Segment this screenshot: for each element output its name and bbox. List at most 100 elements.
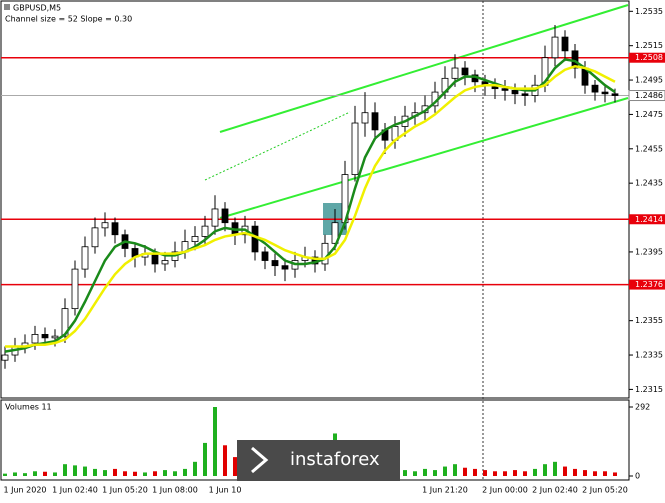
volume-bar xyxy=(103,470,107,476)
volume-bar xyxy=(543,464,547,476)
volume-bar xyxy=(123,471,127,476)
x-tick-label: 1 Jun 2020 xyxy=(3,486,46,495)
candle-body xyxy=(261,251,269,261)
candle-body xyxy=(91,227,99,248)
candle-body xyxy=(281,265,289,270)
volume-bar xyxy=(493,471,497,476)
volume-bar xyxy=(33,471,37,476)
candle-body xyxy=(501,88,509,91)
y-tick-label: 1.2335 xyxy=(635,351,663,360)
volume-bar xyxy=(583,470,587,476)
symbol-icon xyxy=(4,4,10,10)
candle-body xyxy=(81,246,89,270)
candle-body xyxy=(71,268,79,310)
volume-bar xyxy=(93,468,97,476)
volume-bar xyxy=(23,473,27,476)
candle-body xyxy=(221,208,229,224)
volume-tick-label: 0 xyxy=(635,472,640,481)
volume-bar xyxy=(433,470,437,476)
level-label: 1.2508 xyxy=(635,53,663,62)
volume-bar xyxy=(403,470,407,476)
volume-bar xyxy=(483,470,487,476)
candle-body xyxy=(191,236,199,243)
level-label-box xyxy=(629,52,665,63)
current-price-label: 1.2486 xyxy=(635,91,663,100)
symbol: GBPUSD,M5 xyxy=(13,4,61,13)
volume-bar xyxy=(83,466,87,476)
volume-bar xyxy=(573,468,577,476)
channel-upper xyxy=(219,4,629,133)
volume-bar xyxy=(203,442,207,476)
candle-body xyxy=(361,112,369,124)
candle-body xyxy=(521,93,529,96)
y-tick-label: 1.2355 xyxy=(635,316,663,325)
candle-body xyxy=(561,36,569,52)
y-tick-label: 1.2315 xyxy=(635,385,663,394)
candle-body xyxy=(271,260,279,267)
candle-body xyxy=(101,222,109,229)
volume-bar xyxy=(443,466,447,476)
volume-bar xyxy=(413,471,417,476)
volume-bar xyxy=(453,464,457,476)
candle-body xyxy=(601,91,609,95)
y-tick-label: 1.2395 xyxy=(635,247,663,256)
watermark-icon xyxy=(251,446,269,474)
volume-bar xyxy=(523,471,527,476)
x-tick-label: 2 Jun 05:20 xyxy=(582,486,628,495)
volume-bar xyxy=(593,471,597,476)
volume-bar xyxy=(13,472,17,476)
x-tick-label: 1 Jun 05:20 xyxy=(102,486,148,495)
volume-bar xyxy=(613,472,617,476)
volume-tick-label: 292 xyxy=(635,403,650,412)
candle-body xyxy=(461,67,469,76)
volume-bar xyxy=(53,472,57,476)
candle-body xyxy=(111,222,119,236)
level-label: 1.2376 xyxy=(635,280,663,289)
volume-bar xyxy=(223,445,227,476)
price-frame xyxy=(0,0,630,399)
x-tick-label: 1 Jun 21:20 xyxy=(422,486,468,495)
volume-bar xyxy=(213,407,217,476)
indicator-info: Channel size = 52 Slope = 0.30 xyxy=(5,15,132,24)
watermark: instaforex xyxy=(290,449,380,470)
volume-bar xyxy=(143,472,147,476)
candle-body xyxy=(51,335,59,339)
volume-bar xyxy=(3,473,7,476)
volume-bar xyxy=(233,457,237,476)
candle-body xyxy=(1,354,9,361)
y-tick-label: 1.2435 xyxy=(635,179,663,188)
volume-title: Volumes 11 xyxy=(5,403,52,412)
candle-body xyxy=(511,89,519,95)
candle-body xyxy=(371,112,379,131)
candle-body xyxy=(611,93,619,96)
level-label-box xyxy=(629,279,665,290)
candle-body xyxy=(161,260,169,265)
candle-body xyxy=(151,253,159,265)
x-tick-label: 1 Jun 10 xyxy=(209,486,242,495)
volume-bar xyxy=(503,471,507,476)
channel-lower xyxy=(219,97,629,219)
y-tick-label: 1.2475 xyxy=(635,110,663,119)
current-price-box xyxy=(628,90,665,102)
candle-body xyxy=(31,334,39,344)
level-label: 1.2414 xyxy=(635,215,663,224)
candle-body xyxy=(41,334,49,339)
y-tick-label: 1.2495 xyxy=(635,76,663,85)
x-tick-label: 1 Jun 08:00 xyxy=(152,486,198,495)
volume-bar xyxy=(423,468,427,476)
volume-bar xyxy=(153,471,157,476)
volume-bar xyxy=(533,468,537,476)
volume-bar xyxy=(63,464,67,476)
volume-bar xyxy=(193,461,197,476)
volume-bar xyxy=(173,471,177,476)
y-tick-label: 1.2455 xyxy=(635,144,663,153)
volume-bar xyxy=(163,470,167,476)
volume-bar xyxy=(473,468,477,476)
volume-bar xyxy=(183,468,187,476)
y-tick-label: 1.2535 xyxy=(635,7,663,16)
channel-middle xyxy=(204,111,351,181)
candle-body xyxy=(331,222,339,244)
candle-body xyxy=(351,122,359,175)
candle-body xyxy=(321,242,329,265)
